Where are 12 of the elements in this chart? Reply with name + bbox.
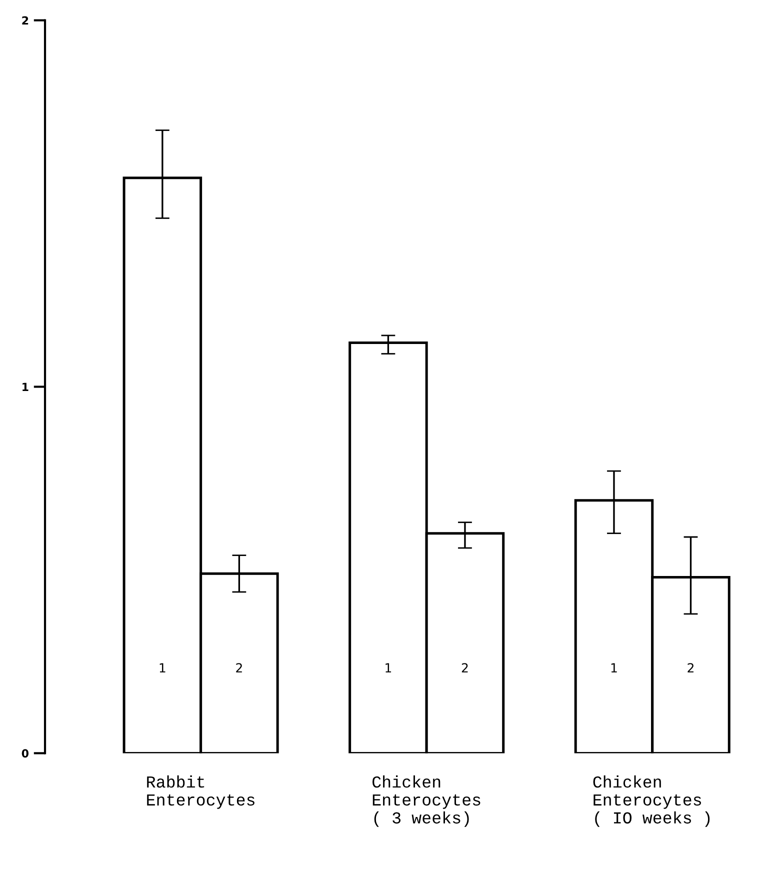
y-tick-label: 0 bbox=[22, 749, 29, 758]
x-tick-label: Chicken Enterocytes ( 3 weeks) bbox=[372, 775, 480, 827]
series-label: 1 bbox=[160, 663, 166, 672]
text: 1 bbox=[611, 663, 617, 672]
y-tick-label: 2 bbox=[22, 16, 28, 25]
text: 2 bbox=[688, 663, 694, 672]
x-tick-label: Chicken Enterocytes ( IO weeks ) bbox=[593, 775, 710, 827]
text: 2 bbox=[462, 663, 468, 672]
series-label: 2 bbox=[236, 663, 242, 672]
y-tick-label: 1 bbox=[22, 382, 28, 391]
x-tick-label: Rabbit Enterocytes bbox=[147, 775, 254, 809]
text: 1 bbox=[386, 663, 392, 672]
